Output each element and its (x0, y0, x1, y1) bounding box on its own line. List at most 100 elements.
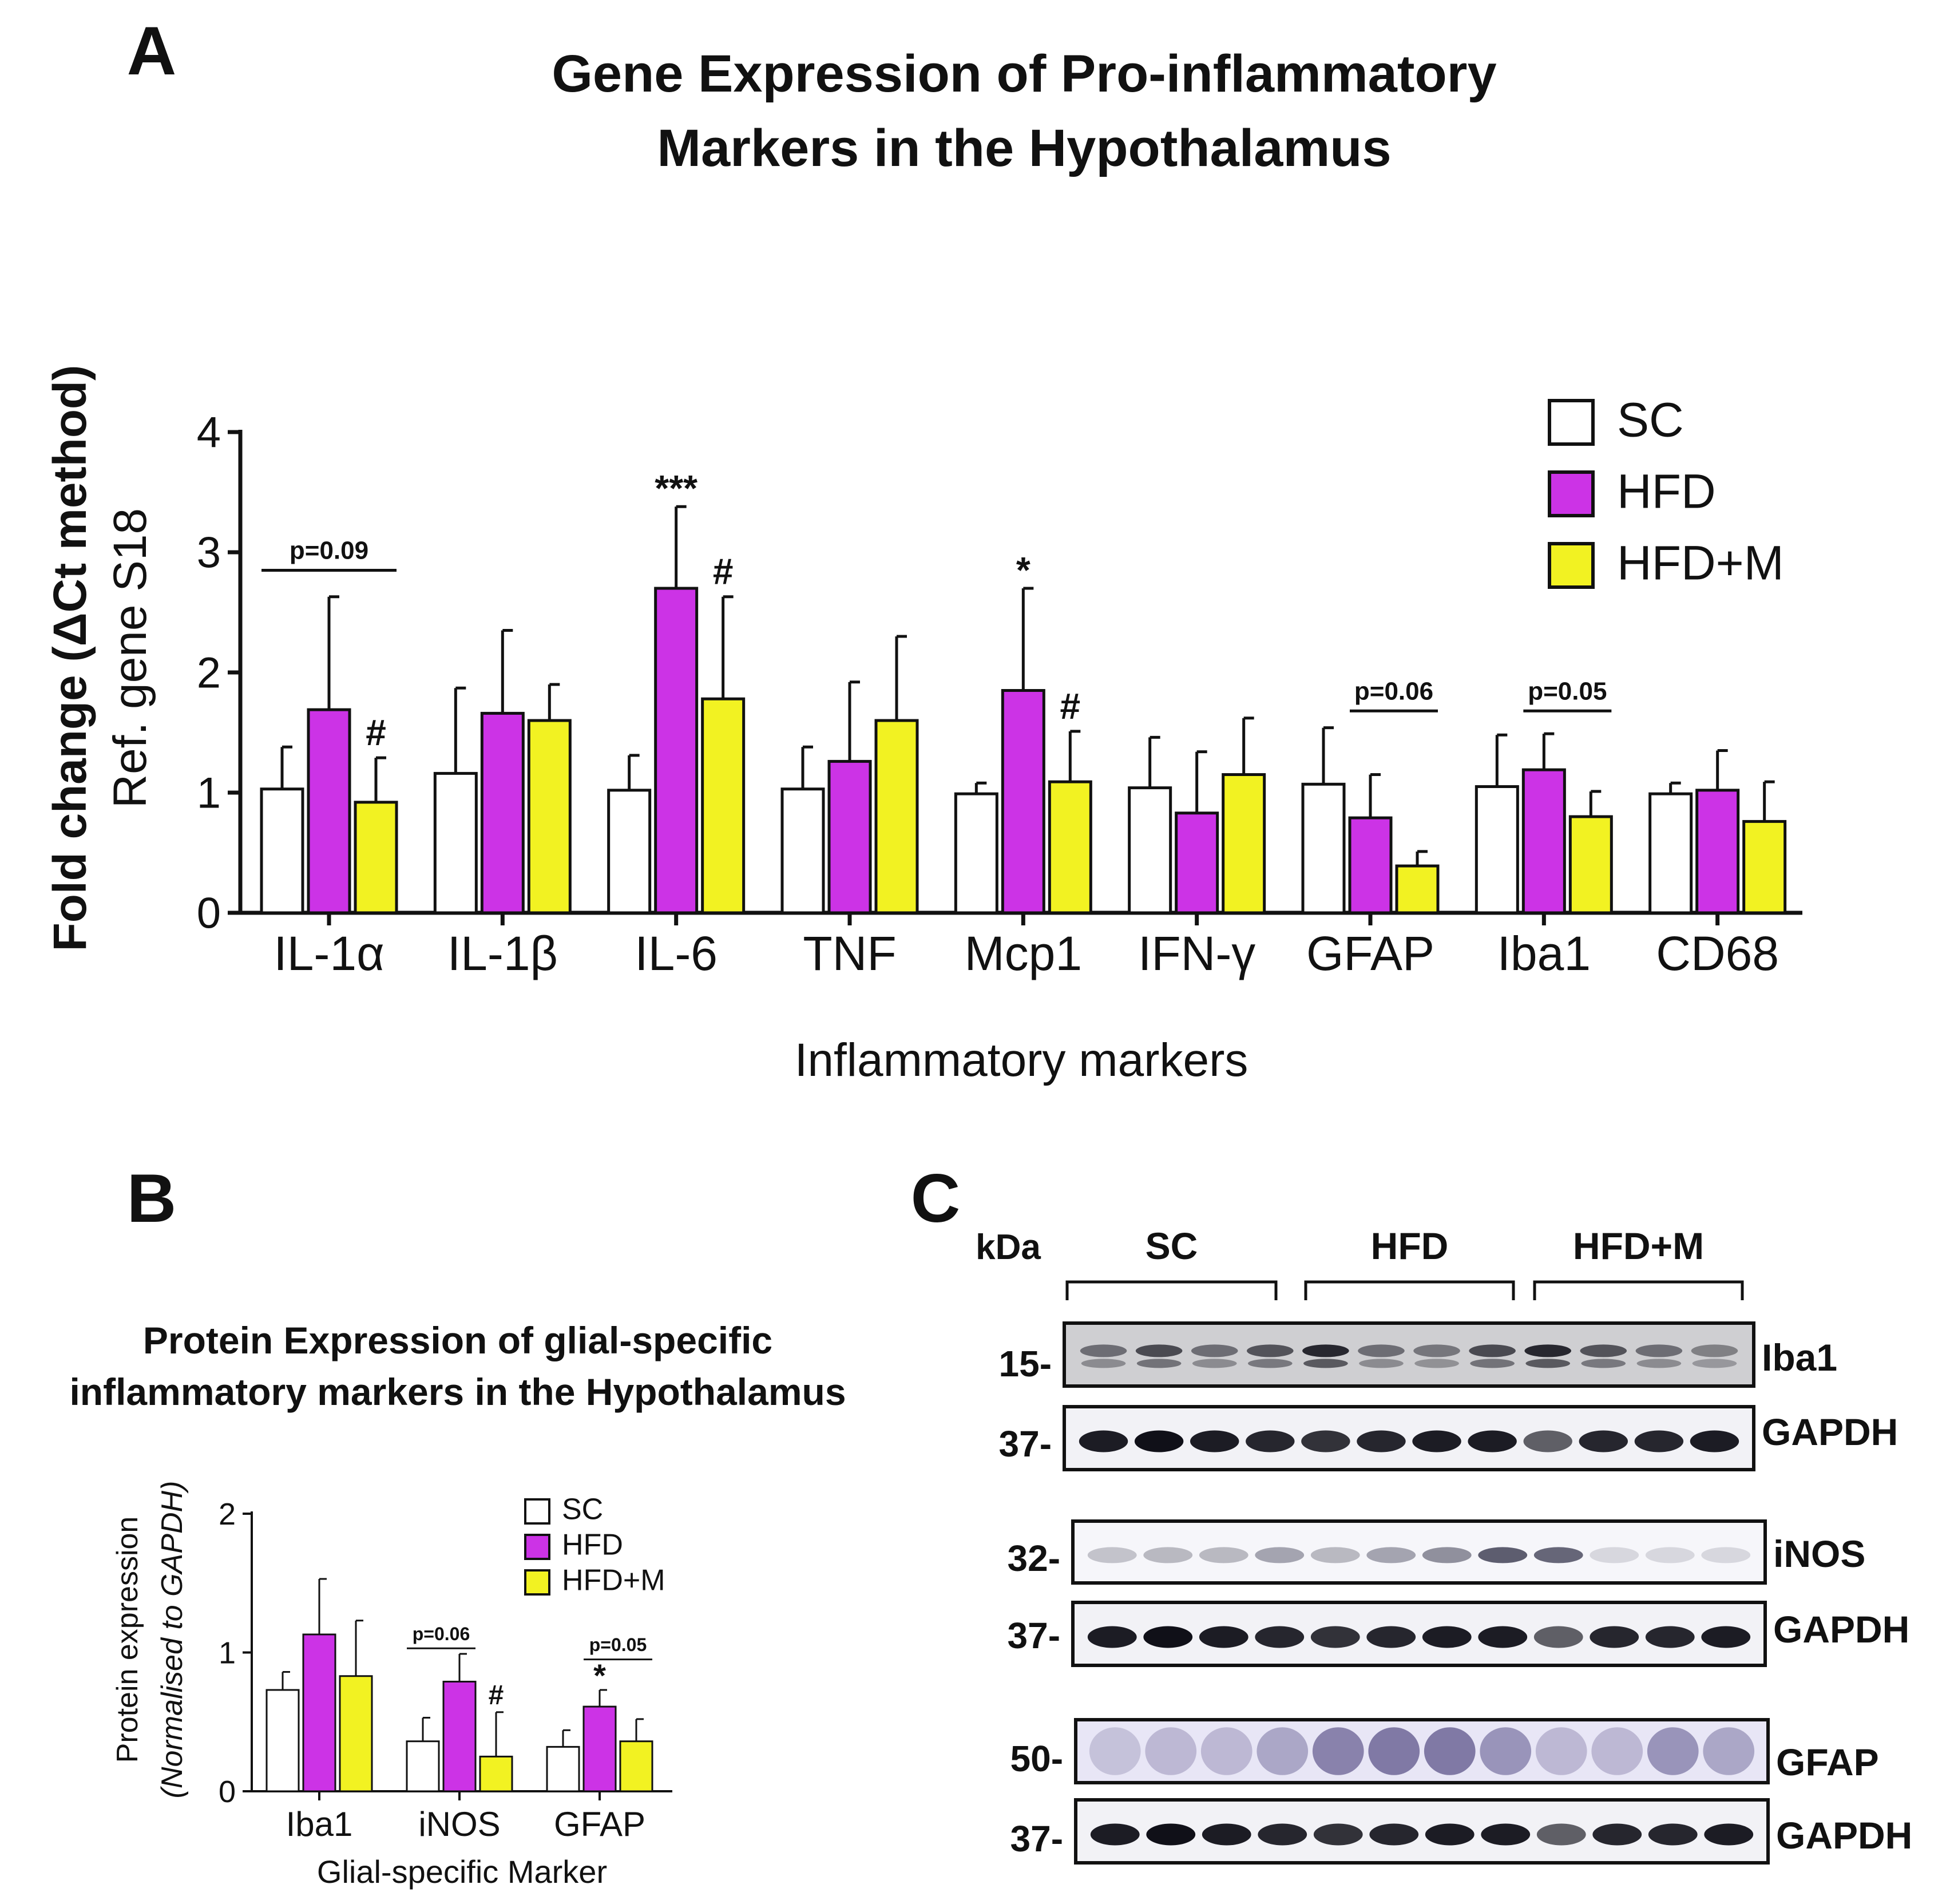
chart-a-bar-sc-il-6 (607, 789, 652, 915)
chart-a-bar-hfd-m-cd68 (1742, 820, 1787, 915)
panel-b-title-line1: Protein Expression of glial-specific (143, 1319, 772, 1361)
chart-b-p-value-label: p=0.06 (413, 1624, 470, 1644)
chart-a-bar-hfd-m-il-1 (354, 801, 398, 915)
chart-a-p-value-label: p=0.05 (1528, 677, 1607, 705)
blot-band (1191, 1344, 1238, 1357)
blot-kda-marker: 37- (999, 1423, 1052, 1464)
blot-band (1581, 1359, 1626, 1368)
blot-protein-label-iba1: Iba1 (1762, 1336, 1837, 1379)
chart-b-y-tick-label: 2 (219, 1497, 236, 1531)
chart-a-legend-swatch-sc (1548, 399, 1595, 446)
blot-row-gfap-4: 50- GFAP (1010, 1718, 1879, 1784)
blot-kda-marker: 32- (1008, 1538, 1061, 1579)
chart-b-significance-hash: # (489, 1680, 504, 1711)
blot-band (1199, 1626, 1249, 1648)
western-blot-panel: kDa SC HFD HFD+M 15- Iba1 37- GAPDH 32- iNOS 37- GA… (976, 1225, 1912, 1865)
chart-a-p-value-label: p=0.09 (290, 537, 368, 565)
blot-band (1202, 1823, 1251, 1846)
chart-a-bar-hfd-cd68 (1695, 789, 1740, 915)
blot-band (1424, 1727, 1476, 1775)
blot-band (1199, 1547, 1249, 1563)
chart-a-bar-hfd-iba1 (1521, 768, 1566, 915)
blot-group-label-sc: SC (1146, 1225, 1198, 1267)
chart-a-y-tick-label: 1 (197, 769, 221, 818)
blot-membrane (1071, 1519, 1767, 1585)
blot-band (1634, 1430, 1684, 1452)
chart-a-y-axis-label-line1: Fold change (ΔCt method) (44, 365, 96, 952)
chart-a-significance-hash: # (713, 551, 734, 592)
chart-b-bar-hfd-inos (442, 1680, 477, 1792)
blot-band (1478, 1547, 1528, 1563)
chart-a-significance-hash: # (366, 712, 386, 753)
chart-b-legend-swatch-sc (524, 1498, 550, 1525)
blot-band (1701, 1626, 1751, 1648)
chart-b-bar-hfd-gfap (582, 1705, 617, 1792)
blot-band (1580, 1344, 1627, 1357)
blot-band (1523, 1430, 1572, 1452)
blot-band (1470, 1359, 1515, 1368)
blot-band (1481, 1823, 1531, 1846)
blot-membrane (1074, 1718, 1770, 1784)
chart-a-bar-sc-tnf (780, 787, 825, 915)
blot-band (1145, 1727, 1197, 1775)
chart-b-legend-swatch-hfd-m (524, 1569, 550, 1596)
blot-band (1701, 1547, 1751, 1563)
chart-b-legend-swatch-hfd (524, 1534, 550, 1560)
chart-a-bar-sc-iba1 (1475, 785, 1519, 915)
blot-kda-marker: 37- (1010, 1818, 1064, 1859)
blot-band (1535, 1727, 1587, 1775)
blot-kda-marker: 37- (1008, 1615, 1061, 1656)
blot-band (1143, 1626, 1193, 1648)
blot-band (1636, 1359, 1682, 1368)
blot-row-inos-2: 32- iNOS (1008, 1519, 1865, 1585)
chart-a-bar-sc-ifn (1128, 786, 1172, 915)
chart-b-legend-label-hfd: HFD (562, 1528, 623, 1561)
chart-b-legend-label-hfd-m: HFD+M (562, 1563, 665, 1597)
chart-a-bar-hfd-mcp1 (1001, 689, 1045, 915)
blot-band (1087, 1547, 1137, 1563)
blot-group-bracket-sc (1065, 1280, 1278, 1300)
chart-a-bar-hfd-gfap (1348, 816, 1393, 915)
blot-band (1645, 1547, 1695, 1563)
blot-band (1258, 1823, 1307, 1846)
chart-a-x-tick-label: Mcp1 (965, 927, 1082, 980)
blot-band (1413, 1344, 1460, 1357)
blot-band (1579, 1430, 1628, 1452)
blot-band (1303, 1359, 1348, 1368)
blot-membrane (1063, 1321, 1755, 1388)
chart-a-legend-label-hfd: HFD (1617, 464, 1716, 518)
chart-a-x-tick-label: GFAP (1306, 927, 1434, 980)
blot-protein-label-gfap: GFAP (1776, 1741, 1879, 1783)
blot-band (1691, 1344, 1738, 1357)
blot-band (1134, 1430, 1184, 1452)
blot-band (1524, 1344, 1571, 1357)
blot-band (1704, 1823, 1754, 1846)
blot-protein-label-inos: iNOS (1773, 1533, 1865, 1575)
chart-a-significance-hash: # (1060, 686, 1081, 727)
blot-band (1146, 1823, 1196, 1846)
blot-band (1312, 1727, 1364, 1775)
blot-band (1480, 1727, 1532, 1775)
blot-band (1246, 1430, 1295, 1452)
chart-a-bar-hfd-il-6 (654, 587, 699, 915)
chart-a-bar-hfd-m-gfap (1395, 864, 1440, 915)
chart-a-bar-sc-cd68 (1648, 792, 1693, 915)
blot-band (1136, 1359, 1182, 1368)
chart-a-legend-swatch-hfd-m (1548, 542, 1595, 589)
blot-band (1690, 1430, 1739, 1452)
blot-protein-label-gapdh: GAPDH (1773, 1608, 1909, 1650)
panel-b-title-line2: inflammatory markers in the Hypothalamus (69, 1371, 846, 1413)
blot-band (1359, 1359, 1404, 1368)
blot-kda-marker: 15- (999, 1343, 1052, 1384)
chart-a-significance-star: *** (655, 468, 697, 509)
blot-band (1079, 1430, 1128, 1452)
blot-band (1425, 1823, 1475, 1846)
chart-a-bar-hfd-m-il-6 (701, 697, 746, 915)
chart-a-y-axis-label-line2: Ref. gene S18 (104, 508, 156, 808)
chart-b-x-tick-label: GFAP (554, 1805, 645, 1843)
blot-kda-marker: 50- (1010, 1738, 1064, 1779)
chart-b-y-tick-label: 1 (219, 1636, 236, 1670)
chart-a-x-tick-label: IL-6 (635, 927, 718, 980)
blot-band (1366, 1626, 1416, 1648)
